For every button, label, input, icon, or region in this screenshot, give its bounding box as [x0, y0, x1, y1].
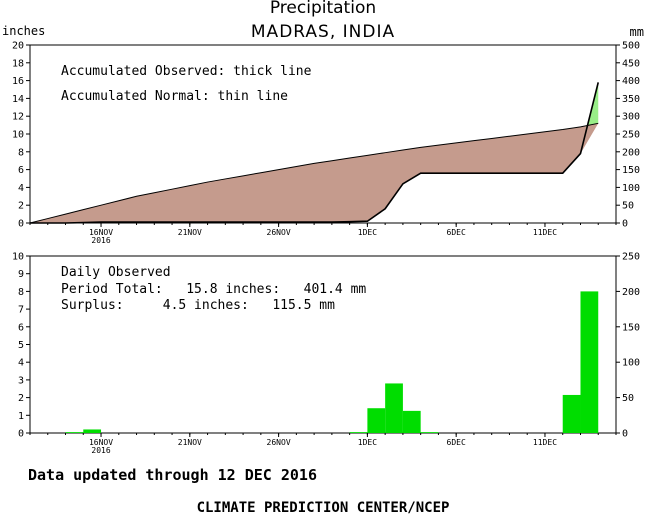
y-tick-label: 2 [18, 201, 24, 212]
x-tick-label: 16NOV [89, 438, 113, 447]
y2-tick-label: 250 [622, 130, 640, 141]
x-year-label: 2016 [91, 446, 110, 455]
annotation-normal: Accumulated Normal: thin line [61, 89, 288, 104]
y2-tick-label: 0 [622, 429, 628, 440]
y2-tick-label: 150 [622, 165, 640, 176]
y-tick-label: 8 [18, 147, 24, 158]
annotation-daily-observed: Daily Observed [61, 265, 171, 280]
x-tick-label: 1DEC [358, 228, 377, 237]
x-tick-label: 1DEC [358, 438, 377, 447]
y-tick-label: 9 [18, 269, 24, 280]
y2-tick-label: 500 [622, 41, 640, 52]
x-tick-label: 21NOV [178, 438, 202, 447]
daily-bar [367, 408, 386, 433]
y2-tick-label: 50 [622, 201, 634, 212]
y2-tick-label: 100 [622, 358, 640, 369]
observed-line [30, 82, 600, 224]
y-tick-label: 0 [18, 429, 24, 440]
annotation-surplus: Surplus: 4.5 inches: 115.5 mm [61, 298, 335, 313]
daily-bar [580, 291, 599, 433]
y-tick-label: 5 [18, 340, 24, 351]
y2-tick-label: 200 [622, 287, 640, 298]
y2-tick-label: 450 [622, 58, 640, 69]
y2-tick-label: 200 [622, 147, 640, 158]
y-tick-label: 6 [18, 322, 24, 333]
x-tick-label: 6DEC [447, 438, 466, 447]
annotation-observed: Accumulated Observed: thick line [61, 64, 312, 79]
y-tick-label: 0 [18, 219, 24, 230]
y2-tick-label: 350 [622, 94, 640, 105]
y2-tick-label: 250 [622, 252, 640, 263]
x-year-label: 2016 [91, 236, 110, 245]
y-tick-label: 4 [18, 183, 24, 194]
daily-bar [83, 429, 102, 433]
daily-bar [420, 432, 439, 433]
y2-tick-label: 300 [622, 112, 640, 123]
daily-bar [349, 432, 368, 433]
y-tick-label: 4 [18, 358, 24, 369]
data-updated-note: Data updated through 12 DEC 2016 [28, 466, 317, 484]
annotation-period-total: Period Total: 15.8 inches: 401.4 mm [61, 282, 366, 297]
daily-bar [385, 383, 403, 433]
y-tick-label: 1 [18, 411, 24, 422]
left-axis-unit: inches [2, 24, 45, 38]
y-tick-label: 10 [12, 130, 24, 141]
y2-tick-label: 0 [622, 219, 628, 230]
y2-tick-label: 50 [622, 393, 634, 404]
y-tick-label: 2 [18, 393, 24, 404]
y-tick-label: 3 [18, 375, 24, 386]
y-tick-label: 14 [12, 94, 24, 105]
y-tick-label: 18 [12, 58, 24, 69]
y2-tick-label: 400 [622, 76, 640, 87]
y-tick-label: 8 [18, 287, 24, 298]
x-tick-label: 11DEC [533, 438, 557, 447]
x-tick-label: 6DEC [447, 228, 466, 237]
y-tick-label: 20 [12, 41, 24, 52]
chart-title: Precipitation [269, 0, 377, 18]
y2-tick-label: 100 [622, 183, 640, 194]
deficit-area [30, 123, 599, 223]
x-tick-label: 11DEC [533, 228, 557, 237]
y-tick-label: 6 [18, 165, 24, 176]
normal-line [29, 122, 599, 224]
x-tick-label: 21NOV [178, 228, 202, 237]
chart-location: MADRAS, INDIA [250, 22, 396, 42]
daily-bar [562, 394, 581, 433]
y2-tick-label: 150 [622, 322, 640, 333]
y-tick-label: 10 [12, 252, 24, 263]
y-tick-label: 16 [12, 76, 24, 87]
x-tick-label: 26NOV [267, 438, 291, 447]
y-tick-label: 12 [12, 112, 24, 123]
y-tick-label: 7 [18, 305, 24, 316]
daily-bar [402, 410, 421, 433]
daily-bar [65, 432, 84, 433]
x-tick-label: 26NOV [267, 228, 291, 237]
source-credit: CLIMATE PREDICTION CENTER/NCEP [196, 500, 450, 516]
x-tick-label: 16NOV [89, 228, 113, 237]
right-axis-unit: mm [630, 25, 644, 39]
